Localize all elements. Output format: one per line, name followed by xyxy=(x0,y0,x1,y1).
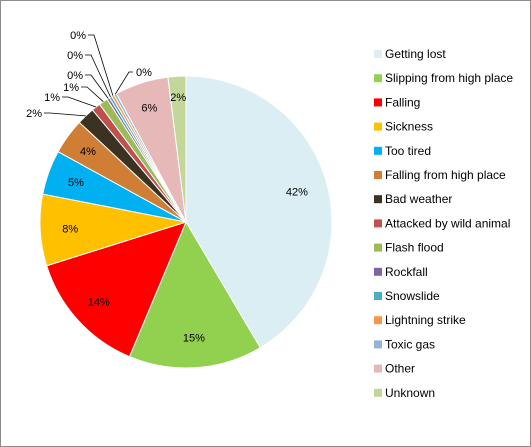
data-label-getting-lost: 42% xyxy=(286,187,308,199)
data-label-unknown: 2% xyxy=(170,92,186,104)
pie-slice-getting-lost xyxy=(185,75,333,349)
legend-label-lightning-strike: Lightning strike xyxy=(385,313,466,327)
pie-slice-unknown xyxy=(167,75,187,223)
legend-swatch-snowslide xyxy=(374,292,382,300)
legend-label-toxic-gas: Toxic gas xyxy=(385,337,435,351)
legend-label-falling-from-high-place: Falling from high place xyxy=(385,168,506,182)
data-label-bad-weather: 2% xyxy=(26,108,42,120)
legend-label-rockfall: Rockfall xyxy=(385,265,428,279)
legend-swatch-rockfall xyxy=(374,267,382,276)
data-label-lightning-strike: 0% xyxy=(70,30,86,42)
legend-label-falling: Falling xyxy=(385,95,420,109)
legend: Getting lost Slipping from high place Fall… xyxy=(374,47,513,400)
leader-line-flash-flood xyxy=(81,86,104,102)
legend-swatch-too-tired xyxy=(374,146,382,155)
data-label-snowslide: 0% xyxy=(67,50,83,62)
data-label-falling: 14% xyxy=(88,297,110,309)
legend-label-other: Other xyxy=(385,362,415,376)
data-label-rockfall: 0% xyxy=(67,70,83,82)
pie-slice-slipping-from-high-place xyxy=(128,220,261,369)
legend-swatch-falling-from-high-place xyxy=(374,171,382,179)
legend-label-flash-flood: Flash flood xyxy=(385,241,444,255)
legend-label-sickness: Sickness xyxy=(385,120,433,134)
legend-swatch-getting-lost xyxy=(374,50,382,58)
leader-line-lightning-strike xyxy=(88,34,114,96)
legend-swatch-toxic-gas xyxy=(374,340,382,349)
pie-slice-falling xyxy=(46,221,187,358)
leader-lines xyxy=(44,34,133,117)
legend-swatch-other xyxy=(374,364,382,373)
data-label-sickness: 8% xyxy=(62,224,78,236)
leader-line-snowslide xyxy=(85,54,111,98)
pie-slices xyxy=(39,75,333,369)
legend-label-getting-lost: Getting lost xyxy=(385,47,446,61)
leader-line-attacked-by-wild-animal xyxy=(62,96,97,108)
leader-line-bad-weather xyxy=(44,112,86,117)
legend-label-too-tired: Too tired xyxy=(385,144,431,158)
legend-swatch-sickness xyxy=(374,122,382,131)
data-label-falling-from-high-place: 4% xyxy=(80,146,96,158)
legend-swatch-bad-weather xyxy=(374,195,382,204)
leader-line-rockfall xyxy=(85,74,109,99)
legend-label-slipping-from-high-place: Slipping from high place xyxy=(385,71,513,85)
legend-swatch-slipping-from-high-place xyxy=(374,74,382,83)
legend-swatch-falling xyxy=(374,98,382,107)
legend-label-unknown: Unknown xyxy=(385,386,435,400)
legend-swatch-unknown xyxy=(374,388,382,397)
legend-swatch-flash-flood xyxy=(374,243,382,252)
data-label-slipping-from-high-place: 15% xyxy=(183,333,205,345)
legend-label-attacked-by-wild-animal: Attacked by wild animal xyxy=(385,216,510,230)
legend-label-bad-weather: Bad weather xyxy=(385,192,452,206)
data-labels: 42%15%14%8%5%4%2%1%1%0%0%0%0%6%2% xyxy=(26,30,308,345)
legend-label-snowslide: Snowslide xyxy=(385,289,440,303)
legend-swatch-attacked-by-wild-animal xyxy=(374,219,382,228)
data-label-attacked-by-wild-animal: 1% xyxy=(44,92,60,104)
data-label-other: 6% xyxy=(141,103,157,115)
data-label-flash-flood: 1% xyxy=(63,82,79,94)
leader-line-toxic-gas xyxy=(114,71,133,95)
legend-swatch-lightning-strike xyxy=(374,316,382,325)
data-label-too-tired: 5% xyxy=(68,177,84,189)
data-label-toxic-gas: 0% xyxy=(136,67,152,79)
